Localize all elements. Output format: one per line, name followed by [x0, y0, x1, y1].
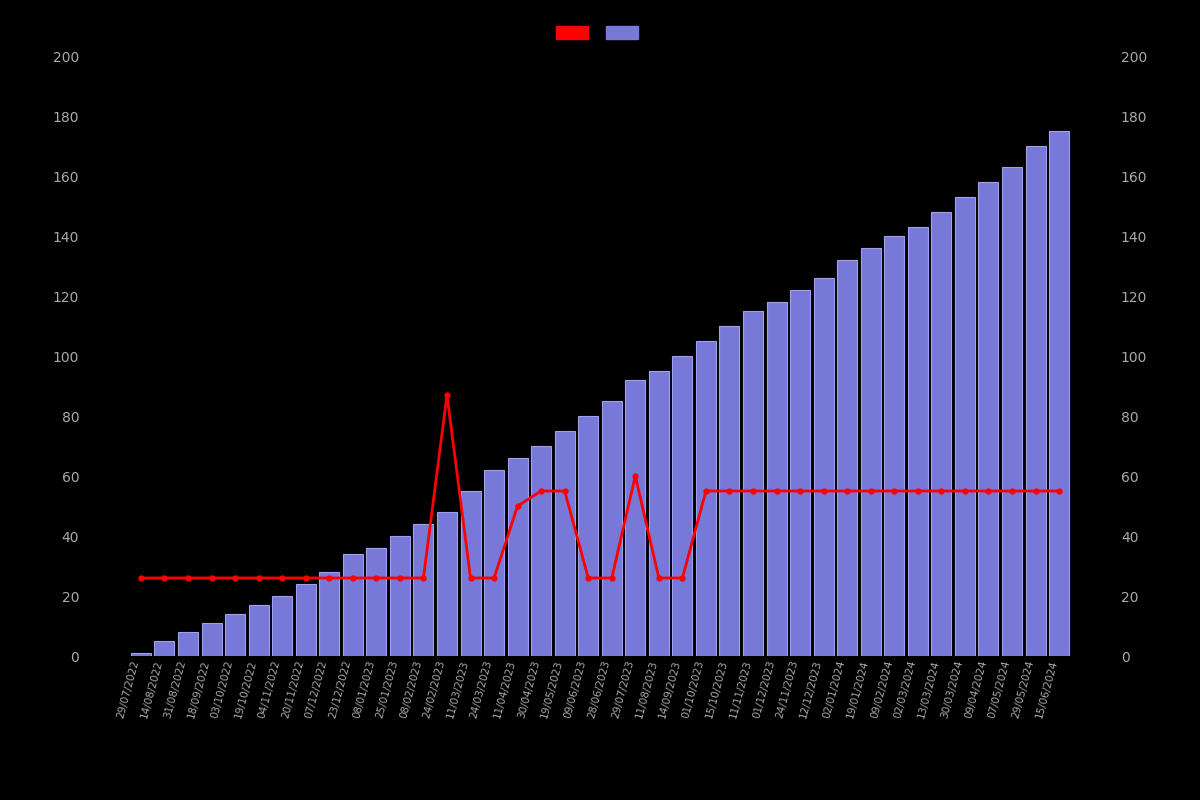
Bar [672, 356, 692, 656]
Bar [390, 536, 410, 656]
Bar [720, 326, 739, 656]
Bar [884, 236, 905, 656]
Bar [437, 512, 457, 656]
Bar [484, 470, 504, 656]
Bar [248, 605, 269, 656]
Bar [272, 596, 292, 656]
Bar [601, 401, 622, 656]
Bar [767, 302, 786, 656]
Bar [155, 641, 174, 656]
Bar [202, 623, 222, 656]
Bar [178, 632, 198, 656]
Bar [931, 212, 952, 656]
Bar [414, 524, 433, 656]
Bar [319, 572, 340, 656]
Bar [790, 290, 810, 656]
Bar [1002, 167, 1022, 656]
Bar [578, 416, 599, 656]
Bar [554, 431, 575, 656]
Bar [625, 380, 646, 656]
Bar [743, 311, 763, 656]
Bar [1049, 131, 1069, 656]
Bar [649, 371, 668, 656]
Bar [508, 458, 528, 656]
Bar [226, 614, 245, 656]
Bar [461, 491, 480, 656]
Bar [908, 227, 928, 656]
Bar [366, 548, 386, 656]
Bar [860, 248, 881, 656]
Bar [838, 260, 857, 656]
Bar [343, 554, 362, 656]
Bar [532, 446, 551, 656]
Bar [131, 653, 151, 656]
Bar [295, 584, 316, 656]
Bar [955, 197, 974, 656]
Bar [696, 341, 716, 656]
Bar [814, 278, 834, 656]
Bar [1026, 146, 1045, 656]
Legend: , : , [557, 26, 643, 40]
Bar [978, 182, 998, 656]
